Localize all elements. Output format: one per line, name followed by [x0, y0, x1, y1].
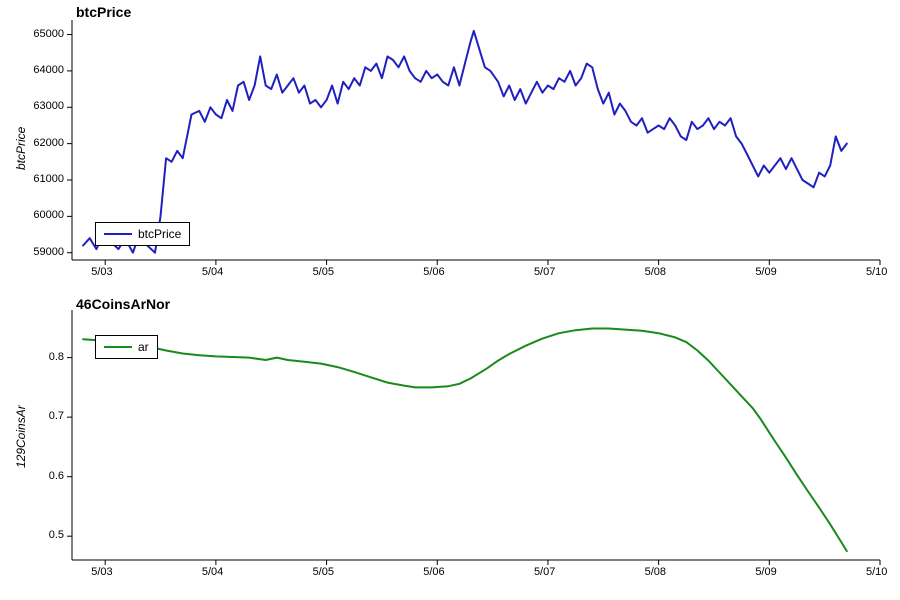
- x-tick-label: 5/07: [534, 266, 555, 278]
- y-tick-label: 0.7: [49, 410, 64, 422]
- y-tick-label: 62000: [33, 137, 64, 149]
- x-tick-label: 5/10: [866, 566, 887, 578]
- chart-container: btcPrice btcPrice btcPrice 46CoinsArNor …: [0, 0, 900, 600]
- x-tick-label: 5/09: [755, 266, 776, 278]
- chart2-legend: ar: [95, 335, 158, 359]
- y-tick-label: 60000: [33, 209, 64, 221]
- y-tick-label: 63000: [33, 100, 64, 112]
- x-tick-label: 5/03: [91, 566, 112, 578]
- x-tick-label: 5/07: [534, 566, 555, 578]
- x-tick-label: 5/05: [313, 266, 334, 278]
- y-tick-label: 65000: [33, 28, 64, 40]
- chart1-legend: btcPrice: [95, 222, 190, 246]
- x-tick-label: 5/09: [755, 566, 776, 578]
- x-tick-label: 5/08: [645, 266, 666, 278]
- chart1-svg: [0, 0, 900, 300]
- chart2-legend-label: ar: [138, 340, 149, 354]
- y-tick-label: 64000: [33, 64, 64, 76]
- y-tick-label: 0.8: [49, 351, 64, 363]
- x-tick-label: 5/06: [423, 566, 444, 578]
- x-tick-label: 5/08: [645, 566, 666, 578]
- y-tick-label: 61000: [33, 173, 64, 185]
- chart1-legend-label: btcPrice: [138, 227, 181, 241]
- x-tick-label: 5/04: [202, 266, 223, 278]
- x-tick-label: 5/05: [313, 566, 334, 578]
- x-tick-label: 5/06: [423, 266, 444, 278]
- x-tick-label: 5/04: [202, 566, 223, 578]
- y-tick-label: 59000: [33, 246, 64, 258]
- chart2-legend-line: [104, 346, 132, 348]
- x-tick-label: 5/10: [866, 266, 887, 278]
- y-tick-label: 0.5: [49, 529, 64, 541]
- x-tick-label: 5/03: [91, 266, 112, 278]
- y-tick-label: 0.6: [49, 470, 64, 482]
- chart1-legend-line: [104, 233, 132, 235]
